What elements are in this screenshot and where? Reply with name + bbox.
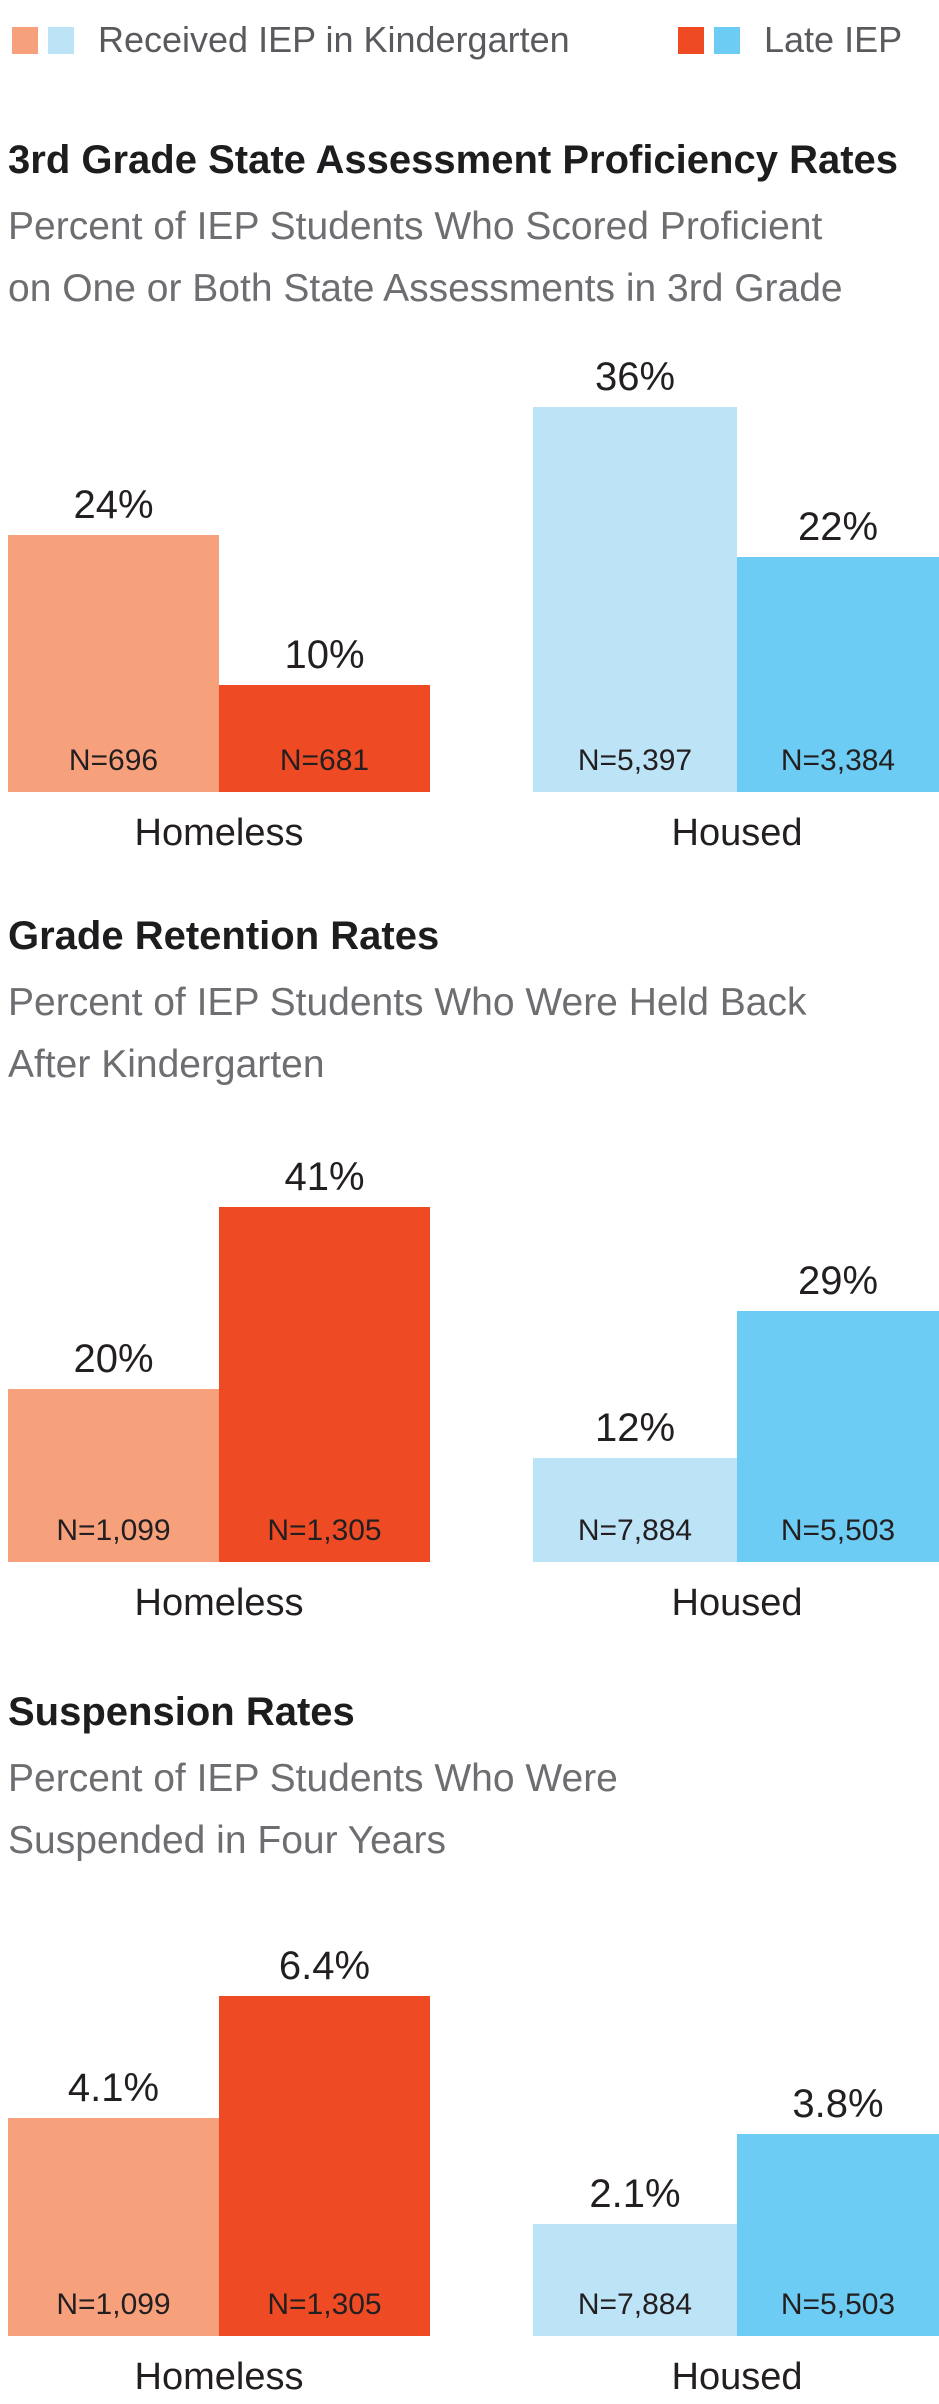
- chart-subtitle-suspension: Percent of IEP Students Who Were Suspend…: [8, 1748, 938, 1872]
- category-label-housed: Housed: [671, 812, 803, 854]
- bar-value-label: 20%: [73, 1337, 154, 1381]
- chart-subtitle-retention: Percent of IEP Students Who Were Held Ba…: [8, 972, 938, 1096]
- bar-value-label: 36%: [594, 355, 676, 399]
- category-label-homeless: Homeless: [134, 2356, 304, 2398]
- legend-item-late-iep: Late IEP: [678, 12, 902, 68]
- category-label-housed: Housed: [671, 1582, 803, 1624]
- bar-housed-received-iep: N=5,397: [533, 407, 737, 792]
- category-label-homeless: Homeless: [134, 812, 304, 854]
- chart-subtitle-line: Suspended in Four Years: [8, 1819, 446, 1862]
- bar-n-label: N=7,884: [577, 2288, 693, 2321]
- chart-subtitle-line: on One or Both State Assessments in 3rd …: [8, 267, 843, 310]
- bar-housed-received-iep: N=7,884: [533, 2224, 737, 2336]
- bar-n-label: N=1,305: [267, 2288, 382, 2321]
- bar-value-label: 24%: [73, 483, 154, 527]
- bar-housed-late-iep: N=5,503: [737, 2134, 939, 2336]
- bar-value-label: 10%: [284, 633, 365, 677]
- bar-value-label: 2.1%: [589, 2172, 681, 2216]
- bar-n-label: N=1,305: [267, 1514, 382, 1547]
- bar-value-label: 3.8%: [792, 2082, 884, 2126]
- bar-n-label: N=696: [68, 744, 159, 777]
- bar-n-label: N=1,099: [56, 2288, 171, 2321]
- legend-swatch-received-housed: [48, 26, 74, 54]
- bar-value-label: 6.4%: [278, 1944, 371, 1988]
- legend-swatch-received-homeless: [12, 26, 38, 54]
- legend-swatch-late-homeless: [678, 26, 704, 54]
- chart-subtitle-line: After Kindergarten: [8, 1043, 325, 1086]
- legend-swatch-late-housed: [714, 26, 740, 54]
- bar-n-label: N=5,397: [577, 744, 693, 777]
- bar-value-label: 29%: [797, 1259, 879, 1303]
- chart-title-suspension: Suspension Rates: [8, 1690, 355, 1734]
- bar-n-label: N=3,384: [780, 744, 896, 777]
- legend-item-received-iep: Received IEP in Kindergarten: [12, 12, 570, 68]
- bar-housed-late-iep: N=5,503: [737, 1311, 939, 1562]
- category-label-housed: Housed: [671, 2356, 803, 2398]
- bar-n-label: N=1,099: [56, 1514, 171, 1547]
- chart-subtitle-line: Percent of IEP Students Who Scored Profi…: [8, 205, 823, 248]
- bar-value-label: 41%: [284, 1155, 365, 1199]
- bar-n-label: N=7,884: [577, 1514, 693, 1547]
- legend-label-received-iep: Received IEP in Kindergarten: [98, 19, 570, 60]
- chart-title-proficiency: 3rd Grade State Assessment Proficiency R…: [8, 138, 899, 182]
- bar-homeless-late-iep: N=681: [219, 685, 430, 792]
- bar-n-label: N=5,503: [780, 1514, 896, 1547]
- bar-value-label: 12%: [594, 1406, 676, 1450]
- bar-homeless-late-iep: N=1,305: [219, 1207, 430, 1562]
- chart-subtitle-proficiency: Percent of IEP Students Who Scored Profi…: [8, 196, 938, 320]
- chart-title-retention: Grade Retention Rates: [8, 914, 440, 958]
- bar-housed-received-iep: N=7,884: [533, 1458, 737, 1562]
- bar-n-label: N=681: [279, 744, 370, 777]
- chart-subtitle-line: Percent of IEP Students Who Were Held Ba…: [8, 981, 807, 1024]
- bar-value-label: 4.1%: [67, 2066, 160, 2110]
- bar-housed-late-iep: N=3,384: [737, 557, 939, 792]
- chart-subtitle-line: Percent of IEP Students Who Were: [8, 1757, 618, 1800]
- legend: Received IEP in Kindergarten Late IEP: [0, 12, 939, 72]
- legend-label-late-iep: Late IEP: [764, 19, 903, 60]
- bar-homeless-received-iep: N=1,099: [8, 2118, 219, 2336]
- bar-homeless-received-iep: N=696: [8, 535, 219, 792]
- bar-homeless-late-iep: N=1,305: [219, 1996, 430, 2336]
- bar-homeless-received-iep: N=1,099: [8, 1389, 219, 1562]
- category-label-homeless: Homeless: [134, 1582, 304, 1624]
- bar-value-label: 22%: [797, 505, 879, 549]
- bar-n-label: N=5,503: [780, 2288, 896, 2321]
